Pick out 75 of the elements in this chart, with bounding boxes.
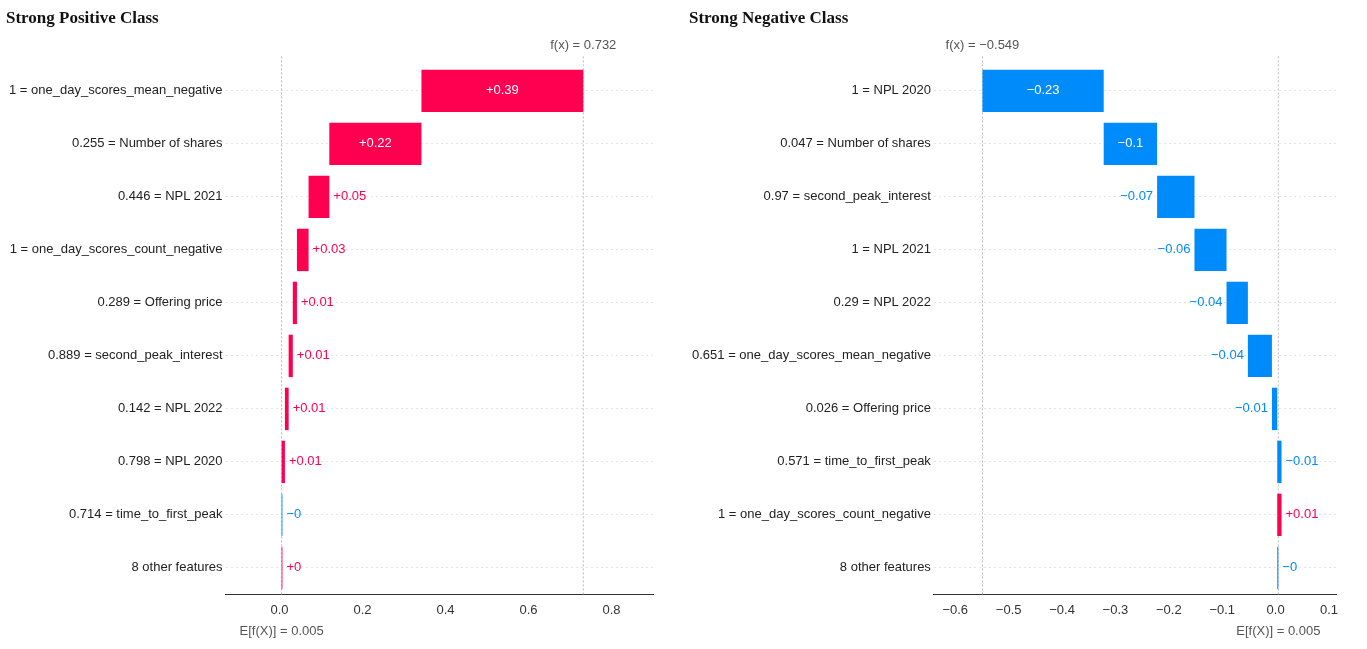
- ref-line-label: f(x) = −0.549: [945, 37, 1020, 53]
- data-label: −0.04: [1210, 347, 1244, 363]
- y-tick-label: 0.889 = second_peak_interest: [48, 347, 223, 363]
- bar: [1226, 281, 1248, 325]
- data-label: −0.07: [1120, 188, 1154, 204]
- bar: [982, 69, 1104, 113]
- x-tick-label: −0.5: [995, 601, 1022, 617]
- x-tick-label: 0.2: [353, 601, 372, 617]
- y-tick-label: 1 = one_day_scores_mean_negative: [9, 82, 223, 98]
- data-label: +0.22: [358, 135, 392, 151]
- y-tick-label: 0.047 = Number of shares: [780, 135, 932, 151]
- y-tick-label: 1 = NPL 2021: [851, 241, 931, 257]
- data-label: +0.01: [1285, 506, 1319, 522]
- data-label: +0.01: [296, 347, 330, 363]
- data-label: −0: [286, 506, 302, 522]
- x-tick-label: −0.2: [1156, 601, 1182, 617]
- y-tick-label: 0.571 = time_to_first_peak: [777, 453, 932, 469]
- text: Strong Positive Class: [6, 7, 160, 27]
- y-tick-label: 0.714 = time_to_first_peak: [69, 506, 224, 522]
- data-label: −0: [1282, 559, 1298, 575]
- x-tick-label: −0.3: [1102, 601, 1129, 617]
- bar: [1194, 228, 1227, 272]
- data-label: −0.06: [1157, 241, 1191, 257]
- y-tick-label: 0.798 = NPL 2020: [117, 453, 223, 469]
- y-tick-label: 8 other features: [131, 559, 224, 575]
- y-tick-label: 0.142 = NPL 2022: [117, 400, 223, 416]
- y-tick-label: 0.255 = Number of shares: [71, 135, 224, 151]
- ref-line-label: f(x) = 0.732: [550, 37, 617, 53]
- data-label: +0: [286, 559, 302, 575]
- x-tick-label: −0.6: [942, 601, 969, 617]
- x-tick-label: 0.4: [436, 601, 455, 617]
- bar: [1247, 334, 1272, 378]
- data-label: +0.03: [312, 241, 346, 257]
- bar: [308, 175, 330, 219]
- data-label: −0.04: [1189, 294, 1223, 310]
- y-tick-label: 0.446 = NPL 2021: [117, 188, 223, 204]
- bar: [1103, 122, 1158, 166]
- y-tick-label: 0.29 = NPL 2022: [833, 294, 931, 310]
- bar: [296, 228, 309, 272]
- data-label: +0.01: [300, 294, 334, 310]
- x-tick-label: −0.1: [1209, 601, 1236, 617]
- y-tick-label: 1 = one_day_scores_count_negative: [9, 241, 223, 257]
- bar: [284, 387, 289, 431]
- bar: [421, 69, 584, 113]
- bar: [288, 334, 293, 378]
- data-label: −0.1: [1117, 135, 1144, 151]
- y-tick-label: 0.651 = one_day_scores_mean_negative: [692, 347, 931, 363]
- y-tick-label: 8 other features: [839, 559, 932, 575]
- data-label: +0.39: [485, 82, 519, 98]
- bar: [1277, 440, 1282, 484]
- bar: [1157, 175, 1195, 219]
- y-tick-label: 1 = NPL 2020: [851, 82, 931, 98]
- x-tick-label: 0.0: [270, 601, 289, 617]
- y-tick-label: 1 = one_day_scores_count_negative: [718, 506, 931, 522]
- bar: [1277, 493, 1282, 537]
- bar: [292, 281, 297, 325]
- bar: [329, 122, 422, 166]
- bar: [1271, 387, 1278, 431]
- y-tick-label: 0.97 = second_peak_interest: [763, 188, 932, 204]
- x-tick-label: −0.4: [1049, 601, 1075, 617]
- x-tick-label: 0.1: [1320, 601, 1339, 617]
- text: Strong Negative Class: [689, 7, 849, 27]
- ref-line-label: E[f(X)] = 0.005: [239, 623, 324, 639]
- data-label: −0.01: [1285, 453, 1319, 469]
- x-tick-label: 0.6: [519, 601, 538, 617]
- data-label: −0.01: [1235, 400, 1268, 416]
- data-label: +0.01: [292, 400, 326, 416]
- y-tick-label: 0.026 = Offering price: [805, 400, 931, 416]
- data-label: +0.05: [333, 188, 367, 204]
- x-tick-label: 0.8: [602, 601, 621, 617]
- data-label: −0.23: [1026, 82, 1060, 98]
- ref-line-label: E[f(X)] = 0.005: [1236, 623, 1321, 639]
- data-label: +0.01: [288, 453, 322, 469]
- x-tick-label: 0.0: [1266, 601, 1285, 617]
- y-tick-label: 0.289 = Offering price: [97, 294, 223, 310]
